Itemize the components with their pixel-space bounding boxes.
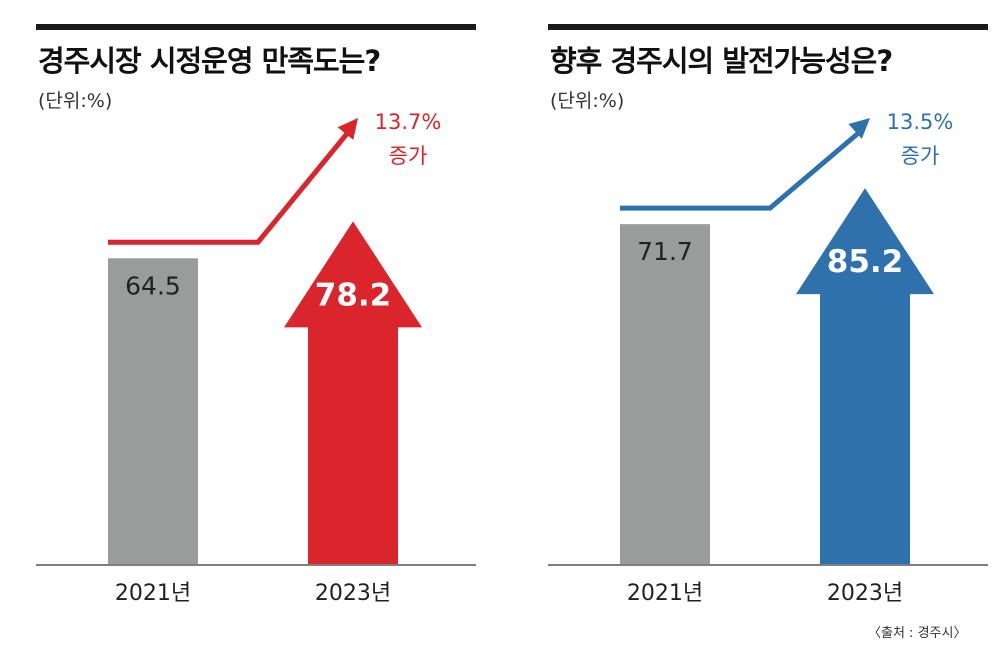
unit-label: (단위:%) — [550, 90, 625, 112]
panel-top-rule — [548, 24, 988, 30]
chart-potential: 71.7 85.2 13.5% 증가 2021년 2023년 — [548, 110, 988, 606]
chart-title: 향후 경주시의 발전가능성은? — [550, 44, 893, 78]
chart-satisfaction: 64.5 78.2 13.7% 증가 2021년 2023년 — [36, 110, 476, 606]
unit-label: (단위:%) — [38, 90, 113, 112]
change-percent-label: 13.7% — [375, 110, 442, 134]
bar-2023년 — [284, 221, 422, 564]
bar-2021년 — [620, 224, 710, 564]
value-label: 71.7 — [637, 237, 693, 266]
category-label: 2023년 — [315, 581, 391, 606]
value-label: 78.2 — [315, 277, 392, 313]
chart-panel-potential: 향후 경주시의 발전가능성은? (단위:%) 71.7 85.2 13.5% 증가 20… — [548, 0, 988, 606]
panel-top-rule — [36, 24, 476, 30]
value-label: 64.5 — [125, 271, 181, 300]
bar-2023년 — [796, 188, 934, 565]
chart-title: 경주시장 시정운영 만족도는? — [38, 44, 381, 78]
category-label: 2021년 — [627, 581, 703, 606]
trend-arrowhead — [848, 118, 870, 139]
bar-2021년 — [108, 258, 198, 564]
trend-arrowhead — [337, 118, 358, 140]
trend-line — [108, 128, 352, 245]
change-word-label: 증가 — [389, 144, 428, 168]
category-label: 2021년 — [115, 581, 191, 606]
change-percent-label: 13.5% — [887, 110, 954, 134]
value-label: 85.2 — [827, 244, 904, 280]
trend-line — [620, 128, 864, 211]
change-word-label: 증가 — [901, 144, 940, 168]
category-label: 2023년 — [827, 581, 903, 606]
source-note: 〈출처 : 경주시〉 — [868, 626, 967, 641]
chart-panel-satisfaction: 경주시장 시정운영 만족도는? (단위:%) 64.5 78.2 13.7% 증가 20… — [36, 0, 476, 606]
